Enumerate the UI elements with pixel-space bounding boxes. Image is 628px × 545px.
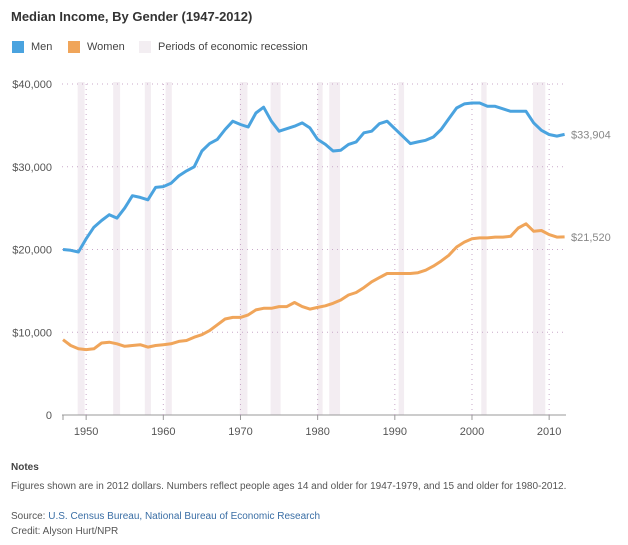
notes-heading: Notes [11, 462, 39, 473]
end-label-men: $33,904 [571, 129, 611, 141]
recession-band [398, 82, 405, 415]
notes-text: Figures shown are in 2012 dollars. Numbe… [11, 481, 567, 492]
x-tick-label: 1980 [305, 426, 329, 438]
series-line-women [62, 222, 565, 352]
women-swatch [68, 41, 80, 53]
recession-band [239, 82, 248, 415]
recession-band [113, 82, 121, 415]
recession-band [270, 82, 281, 415]
legend-women: Women [68, 41, 125, 53]
y-tick-label: $30,000 [12, 162, 52, 174]
line-chart: 0 $10,000 $20,000 $30,000 $40,000 1950 1960 197… [12, 79, 611, 438]
x-tick-label: 1960 [151, 426, 175, 438]
chart-title: Median Income, By Gender (1947-2012) [11, 9, 253, 24]
legend-label: Periods of economic recession [158, 41, 308, 53]
credit: Credit: Alyson Hurt/NPR [11, 526, 119, 537]
y-tick-label: $20,000 [12, 245, 52, 257]
source-line: Source: U.S. Census Bureau, National Bur… [11, 511, 320, 522]
y-tick-label: $40,000 [12, 79, 52, 91]
recession-band [329, 82, 341, 415]
legend-label: Men [31, 41, 53, 53]
recession-swatch [139, 41, 151, 53]
series-line-men [62, 101, 565, 254]
source-links[interactable]: U.S. Census Bureau, National Bureau of E… [48, 511, 321, 522]
x-tick-label: 2000 [460, 426, 484, 438]
x-tick-label: 1970 [228, 426, 252, 438]
legend-recession: Periods of economic recession [139, 41, 308, 53]
legend-men: Men [12, 41, 52, 53]
recession-band [165, 82, 172, 415]
recession-band [317, 82, 323, 415]
recession-band [144, 82, 151, 415]
x-tick-label: 1950 [74, 426, 98, 438]
source-label: Source: [11, 511, 49, 522]
recession-band [481, 82, 487, 415]
legend-label: Women [87, 41, 125, 53]
x-tick-label: 2010 [537, 426, 561, 438]
y-tick-label: 0 [46, 410, 52, 422]
y-tick-label: $10,000 [12, 327, 52, 339]
x-tick-label: 1990 [383, 426, 407, 438]
end-label-women: $21,520 [571, 232, 611, 244]
men-swatch [12, 41, 24, 53]
